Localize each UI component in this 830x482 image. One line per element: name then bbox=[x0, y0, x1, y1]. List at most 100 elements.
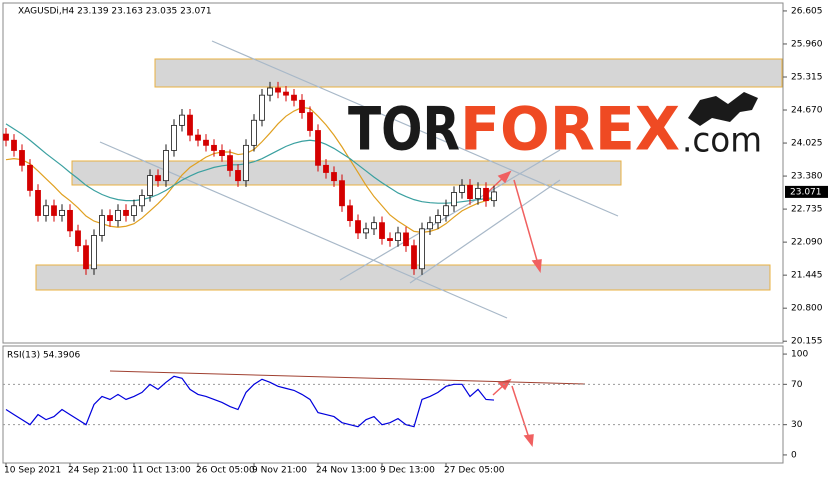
y-tick-label: 24.025 bbox=[791, 139, 823, 149]
candle-body bbox=[35, 190, 41, 216]
indicator-line bbox=[5, 106, 495, 234]
candle-body bbox=[435, 215, 441, 224]
rsi-panel bbox=[2, 345, 784, 464]
logo-com: .com bbox=[682, 121, 762, 161]
candle-body bbox=[91, 235, 97, 270]
y-tick-label: 30 bbox=[791, 420, 803, 430]
candle-body bbox=[443, 205, 449, 216]
candle-body bbox=[323, 164, 329, 173]
candle-body bbox=[59, 209, 65, 216]
candle-body bbox=[43, 205, 49, 216]
y-tick-label: 0 bbox=[791, 450, 797, 460]
candle-body bbox=[243, 144, 249, 182]
indicator-line bbox=[5, 123, 495, 204]
candle-body bbox=[395, 232, 401, 241]
candle-body bbox=[483, 187, 489, 202]
candle-body bbox=[355, 220, 361, 234]
candle-body bbox=[267, 87, 273, 96]
y-tick-label: 21.445 bbox=[791, 271, 823, 281]
y-tick-label: 100 bbox=[791, 350, 808, 360]
candle-body bbox=[467, 184, 473, 200]
candle-body bbox=[19, 150, 25, 166]
candle-body bbox=[427, 222, 433, 230]
candle-body bbox=[307, 112, 313, 131]
candle-body bbox=[251, 119, 257, 146]
candle-body bbox=[387, 238, 393, 241]
candle-body bbox=[259, 94, 265, 121]
support-zone bbox=[35, 264, 771, 291]
y-tick-label: 24.670 bbox=[791, 106, 823, 116]
x-tick-label: 27 Dec 05:00 bbox=[444, 466, 505, 476]
candle-body bbox=[83, 245, 89, 270]
candle-body bbox=[139, 195, 145, 207]
y-tick-label: 25.960 bbox=[791, 39, 823, 49]
x-tick-label: 10 Sep 2021 bbox=[4, 466, 61, 476]
candle-body bbox=[283, 91, 289, 96]
candle-body bbox=[403, 232, 409, 247]
y-tick-label: 20.800 bbox=[791, 304, 823, 314]
candle-body bbox=[363, 228, 369, 234]
candle-body bbox=[147, 175, 153, 196]
candle-body bbox=[331, 172, 337, 182]
candle-body bbox=[379, 222, 385, 239]
x-tick-label: 24 Nov 13:00 bbox=[316, 466, 377, 476]
candle-body bbox=[315, 130, 321, 166]
candle-body bbox=[339, 180, 345, 207]
candle-body bbox=[67, 209, 73, 232]
candle-body bbox=[211, 144, 217, 151]
y-tick-label: 70 bbox=[791, 380, 803, 390]
resistance-zone bbox=[154, 58, 783, 88]
candle-body bbox=[3, 133, 9, 141]
candle-body bbox=[371, 222, 377, 230]
candle-body bbox=[347, 205, 353, 222]
logo-forex: FOREX bbox=[460, 95, 680, 165]
rsi-trendline bbox=[109, 370, 586, 385]
last-price-label: 23.071 bbox=[790, 187, 822, 197]
x-tick-label: 11 Oct 13:00 bbox=[132, 466, 191, 476]
candle-body bbox=[75, 230, 81, 247]
candle-body bbox=[451, 192, 457, 207]
candle-body bbox=[163, 150, 169, 182]
main-panel bbox=[2, 2, 784, 344]
candle-body bbox=[291, 94, 297, 101]
candle-body bbox=[123, 209, 129, 216]
x-tick-label: 26 Oct 05:00 bbox=[196, 466, 255, 476]
candle-body bbox=[227, 155, 233, 171]
candle-body bbox=[275, 87, 281, 93]
candle-body bbox=[115, 209, 121, 222]
candle-body bbox=[203, 139, 209, 146]
y-tick-label: 20.155 bbox=[791, 337, 823, 347]
y-tick-label: 26.605 bbox=[791, 6, 823, 16]
y-tick-label: 22.090 bbox=[791, 238, 823, 248]
main-title: XAGUSDi,H4 23.139 23.163 23.035 23.071 bbox=[18, 7, 212, 17]
candle-body bbox=[491, 191, 497, 202]
logo: TOR FOREX .com bbox=[348, 92, 762, 165]
x-tick-label: 9 Dec 13:00 bbox=[380, 466, 435, 476]
candle-body bbox=[179, 114, 185, 126]
candle-body bbox=[235, 170, 241, 182]
logo-bull bbox=[688, 92, 758, 126]
candle-body bbox=[419, 228, 425, 270]
candle-body bbox=[99, 215, 105, 236]
y-tick-label: 25.315 bbox=[791, 72, 823, 82]
last-price-box bbox=[785, 185, 828, 198]
candle-body bbox=[131, 205, 137, 216]
y-tick-label: 22.735 bbox=[791, 205, 823, 215]
logo-tor: TOR bbox=[348, 95, 460, 165]
candle-body bbox=[51, 205, 57, 216]
candle-body bbox=[299, 99, 305, 113]
x-tick-label: 24 Sep 21:00 bbox=[68, 466, 128, 476]
candle-body bbox=[27, 164, 33, 191]
candle-body bbox=[459, 184, 465, 193]
candle-body bbox=[171, 124, 177, 151]
candle-body bbox=[187, 114, 193, 136]
candle-body bbox=[107, 215, 113, 222]
indicator-line bbox=[5, 375, 495, 428]
y-tick-label: 23.380 bbox=[791, 172, 823, 182]
candle-body bbox=[195, 134, 201, 141]
candle-body bbox=[475, 187, 481, 200]
candle-body bbox=[11, 139, 17, 151]
rsi-title: RSI(13) 54.3906 bbox=[7, 351, 80, 361]
x-tick-label: 9 Nov 21:00 bbox=[252, 466, 307, 476]
